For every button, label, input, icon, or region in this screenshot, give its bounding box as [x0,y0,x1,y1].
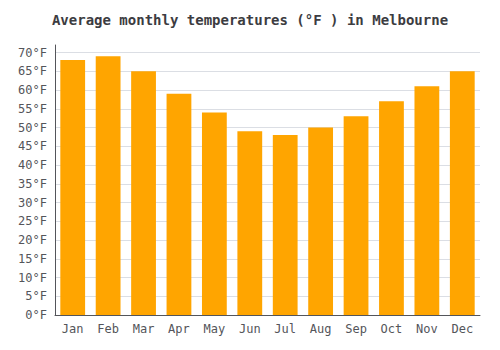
svg-text:10°F: 10°F [18,271,47,285]
svg-text:20°F: 20°F [18,233,47,247]
svg-text:30°F: 30°F [18,196,47,210]
svg-text:Average monthly temperatures (: Average monthly temperatures (°F ) in Me… [52,12,448,28]
svg-text:45°F: 45°F [18,139,47,153]
svg-text:35°F: 35°F [18,177,47,191]
svg-text:65°F: 65°F [18,64,47,78]
svg-text:Mar: Mar [133,322,155,336]
svg-text:5°F: 5°F [25,289,47,303]
svg-text:70°F: 70°F [18,46,47,60]
svg-text:Oct: Oct [381,322,403,336]
svg-text:May: May [204,322,226,336]
svg-text:Jun: Jun [239,322,261,336]
svg-text:Apr: Apr [168,322,190,336]
svg-text:15°F: 15°F [18,252,47,266]
svg-text:Jan: Jan [62,322,84,336]
svg-text:Dec: Dec [451,322,473,336]
svg-text:55°F: 55°F [18,102,47,116]
svg-text:Nov: Nov [416,322,438,336]
svg-text:Sep: Sep [345,322,367,336]
svg-text:Aug: Aug [310,322,332,336]
svg-text:Feb: Feb [97,322,119,336]
svg-text:0°F: 0°F [25,308,47,322]
svg-text:60°F: 60°F [18,83,47,97]
svg-text:25°F: 25°F [18,214,47,228]
svg-text:Jul: Jul [274,322,296,336]
svg-text:40°F: 40°F [18,158,47,172]
svg-text:50°F: 50°F [18,121,47,135]
